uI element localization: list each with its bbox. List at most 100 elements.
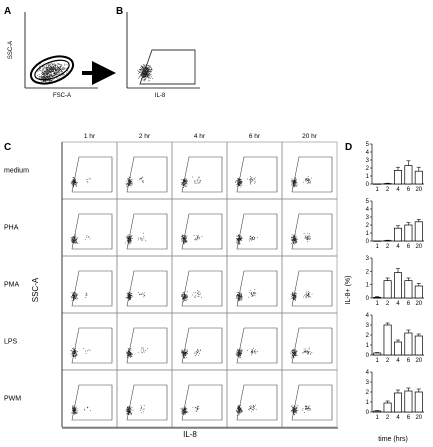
panel-b-scatter <box>137 64 153 82</box>
facs-gate <box>181 327 223 364</box>
x-tick-label: 1 <box>376 244 380 250</box>
panel-c-row-label: PHA <box>4 225 19 232</box>
facs-gate <box>291 156 333 193</box>
bar <box>394 392 402 413</box>
y-tick-label: 5 <box>366 142 370 148</box>
facs-dots <box>181 291 188 302</box>
panel-label-c: C <box>4 142 11 153</box>
facs-plot-frame <box>61 141 118 200</box>
panel-a-gate-ellipse <box>29 55 75 85</box>
facs-gate <box>181 156 223 193</box>
bar <box>404 390 413 413</box>
facs-dots-positive <box>83 348 91 354</box>
facs-dots <box>235 177 243 188</box>
facs-gate <box>236 270 278 307</box>
x-tick-label: 2 <box>386 301 390 307</box>
facs-dots <box>235 348 243 358</box>
panel-c-column-label: 1 hr <box>84 133 96 140</box>
facs-plot-frame <box>61 198 118 257</box>
panel-c-row-label: PWM <box>4 396 21 403</box>
y-tick-label: 1 <box>366 174 370 180</box>
facs-plot-frame <box>171 369 228 428</box>
facs-dots-positive <box>301 347 313 355</box>
y-tick-label: 5 <box>366 199 370 205</box>
facs-dots <box>236 234 243 245</box>
y-tick-label: 2 <box>366 333 370 339</box>
bar <box>383 280 392 299</box>
bar <box>394 341 402 356</box>
x-tick-label: 4 <box>396 358 400 364</box>
facs-plot-frame <box>171 141 228 200</box>
panel-c-ylabel: SSC-A <box>31 277 40 302</box>
facs-dots-positive <box>86 177 91 184</box>
facs-gate <box>236 384 278 421</box>
facs-dots-positive <box>192 176 201 184</box>
facs-gate <box>71 327 113 364</box>
facs-plot-frame <box>281 141 338 200</box>
facs-gate <box>126 270 168 307</box>
x-tick-label: 6 <box>407 358 411 364</box>
facs-dots <box>125 406 134 416</box>
facs-plot-frame <box>116 198 173 257</box>
bar <box>383 324 392 356</box>
bar <box>373 410 382 413</box>
facs-dots-positive <box>192 290 202 298</box>
panel-c-row-label: PMA <box>4 282 20 289</box>
facs-dots <box>290 177 298 188</box>
panel-b: IL-8 <box>126 12 200 99</box>
panel-c-column-label: 6 hr <box>249 133 261 140</box>
bar <box>414 221 423 242</box>
facs-dots <box>70 233 79 244</box>
facs-plot-frame <box>171 312 228 371</box>
facs-gate <box>71 213 113 250</box>
facs-dots-positive <box>303 291 313 299</box>
facs-dots-positive <box>139 176 144 183</box>
x-tick-label: 6 <box>407 301 411 307</box>
facs-dots <box>180 349 188 359</box>
panel-a-gate-inner <box>34 59 70 81</box>
y-tick-label: 0 <box>366 296 370 302</box>
facs-dots-positive <box>247 347 258 356</box>
facs-plot-frame <box>61 312 118 371</box>
bar <box>404 280 413 299</box>
y-tick-label: 4 <box>366 313 370 319</box>
panel-b-xlabel: IL-8 <box>155 93 166 99</box>
x-tick-label: 2 <box>386 244 390 250</box>
y-tick-label: 4 <box>366 150 370 156</box>
facs-plot-frame <box>171 255 228 314</box>
y-tick-label: 1 <box>366 231 370 237</box>
y-tick-label: 2 <box>366 223 370 229</box>
facs-gate <box>181 384 223 421</box>
facs-dots-positive <box>85 292 88 298</box>
facs-dots-positive <box>301 405 311 413</box>
panel-a-dots <box>37 60 69 80</box>
facs-gate <box>236 327 278 364</box>
facs-dots-positive <box>84 235 91 241</box>
x-tick-label: 6 <box>407 244 411 250</box>
bar <box>414 391 423 413</box>
bar <box>404 165 413 185</box>
y-tick-label: 3 <box>366 158 370 164</box>
facs-gate <box>71 156 113 193</box>
x-tick-label: 6 <box>407 187 411 193</box>
y-tick-label: 0 <box>366 353 370 359</box>
facs-plot-frame <box>116 312 173 371</box>
panel-c-xlabel: IL-8 <box>183 430 197 439</box>
facs-dots <box>125 291 133 301</box>
facs-dots <box>180 406 189 415</box>
facs-dots <box>125 176 133 188</box>
panel-label-a: A <box>4 6 11 17</box>
facs-dots-positive <box>248 289 257 298</box>
facs-plot-frame <box>61 369 118 428</box>
x-tick-label: 1 <box>376 301 380 307</box>
panel-label-b: B <box>116 6 123 17</box>
panel-d-xlabel: time (hrs) <box>378 436 408 443</box>
facs-dots <box>236 405 243 416</box>
x-tick-label: 2 <box>386 358 390 364</box>
panel-c-grid: 1 hr 2 hr 4 hr 6 hr 20 hr medium PHA PMA LPS PWM <box>4 133 338 428</box>
bar <box>394 227 402 242</box>
y-tick-label: 4 <box>366 207 370 213</box>
